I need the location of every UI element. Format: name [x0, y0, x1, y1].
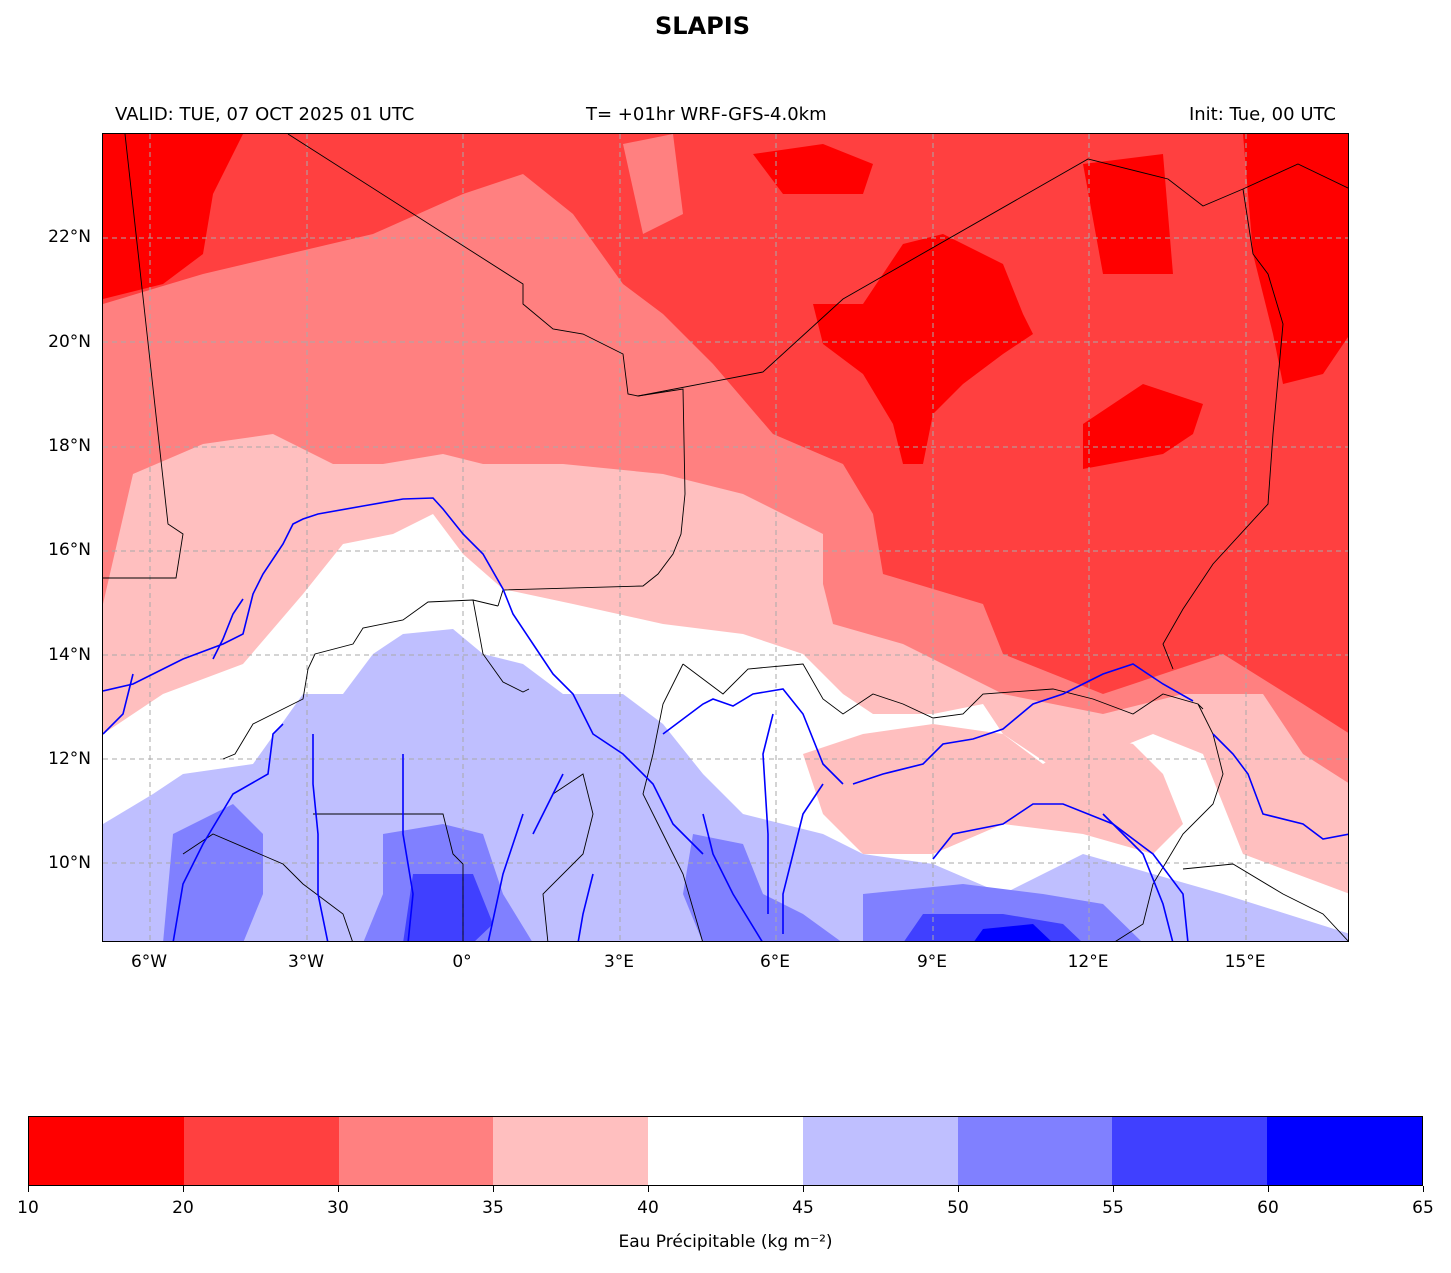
colorbar-tick — [803, 1186, 804, 1192]
lon-tick-label: 3°E — [603, 952, 635, 972]
colorbar-tick — [493, 1186, 494, 1192]
colorbar-segment — [802, 1117, 958, 1185]
model-run: T= +01hr WRF-GFS-4.0km — [586, 104, 827, 125]
colorbar-tick — [648, 1186, 649, 1192]
rivers — [103, 497, 1348, 941]
colorbar-segment — [493, 1117, 649, 1185]
lat-tick-label: 18°N — [48, 436, 91, 456]
lon-tick-label: 0° — [452, 952, 472, 972]
figure-title: SLAPIS — [655, 12, 750, 40]
lat-tick-label: 14°N — [48, 645, 91, 665]
colorbar-segment — [338, 1117, 494, 1185]
colorbar-tick-label: 40 — [637, 1198, 659, 1218]
colorbar-segment — [1267, 1117, 1423, 1185]
precipitable-water-map — [102, 133, 1349, 942]
colorbar-tick-label: 35 — [482, 1198, 504, 1218]
colorbar-segment — [1112, 1117, 1268, 1185]
colorbar-segment — [183, 1117, 339, 1185]
colorbar — [28, 1116, 1423, 1186]
colorbar-tick — [1268, 1186, 1269, 1192]
lon-tick-label: 9°E — [916, 952, 948, 972]
init-time: Init: Tue, 00 UTC — [1188, 104, 1336, 125]
map-canvas — [103, 134, 1348, 941]
lat-tick-label: 22°N — [48, 227, 91, 247]
colorbar-tick-label: 20 — [172, 1198, 194, 1218]
lon-tick-label: 6°E — [759, 952, 791, 972]
colorbar-tick — [338, 1186, 339, 1192]
lon-tick-label: 12°E — [1067, 952, 1109, 972]
valid-time: VALID: TUE, 07 OCT 2025 01 UTC — [115, 104, 415, 125]
band-10-20-northwest — [103, 134, 243, 299]
colorbar-label: Eau Précipitable (kg m⁻²) — [618, 1232, 833, 1252]
band-10-20-northeast — [753, 134, 1348, 384]
lat-tick-label: 16°N — [48, 540, 91, 560]
colorbar-tick-label: 50 — [947, 1198, 969, 1218]
colorbar-tick-label: 55 — [1102, 1198, 1124, 1218]
colorbar-tick-label: 10 — [17, 1198, 39, 1218]
gridlines — [103, 134, 1348, 941]
colorbar-tick-label: 60 — [1257, 1198, 1279, 1218]
colorbar-tick-label: 45 — [792, 1198, 814, 1218]
band-50-55 — [163, 804, 1141, 941]
colorbar-tick — [183, 1186, 184, 1192]
colorbar-segment — [957, 1117, 1113, 1185]
lat-tick-label: 10°N — [48, 853, 91, 873]
lon-tick-label: 6°W — [130, 952, 168, 972]
band-60-65 — [974, 924, 1051, 941]
colorbar-segment — [648, 1117, 803, 1185]
lon-tick-label: 3°W — [287, 952, 325, 972]
colorbar-tick-label: 30 — [327, 1198, 349, 1218]
lat-tick-label: 20°N — [48, 332, 91, 352]
lat-tick-label: 12°N — [48, 749, 91, 769]
colorbar-tick — [1423, 1186, 1424, 1192]
band-10-20-central — [813, 234, 1203, 469]
colorbar-tick-label: 65 — [1412, 1198, 1434, 1218]
lon-tick-label: 15°E — [1224, 952, 1266, 972]
colorbar-tick — [958, 1186, 959, 1192]
colorbar-tick — [28, 1186, 29, 1192]
colorbar-tick — [1113, 1186, 1114, 1192]
band-35-40-east-patch — [803, 724, 1183, 854]
country-borders — [103, 134, 1348, 941]
colorbar-segment — [29, 1117, 184, 1185]
